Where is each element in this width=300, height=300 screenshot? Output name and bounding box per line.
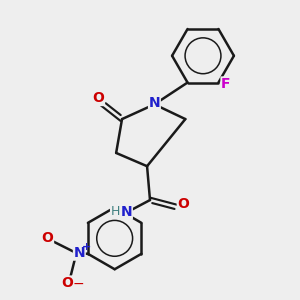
Text: O: O — [42, 231, 53, 245]
Text: O: O — [92, 92, 104, 106]
Text: −: − — [72, 277, 84, 291]
Text: F: F — [221, 77, 231, 91]
Text: H: H — [111, 205, 120, 218]
Text: O: O — [61, 276, 74, 290]
Text: O: O — [177, 197, 189, 212]
Text: N: N — [121, 205, 132, 219]
Text: N: N — [74, 246, 85, 260]
Text: N: N — [148, 96, 160, 110]
Text: +: + — [82, 242, 91, 252]
